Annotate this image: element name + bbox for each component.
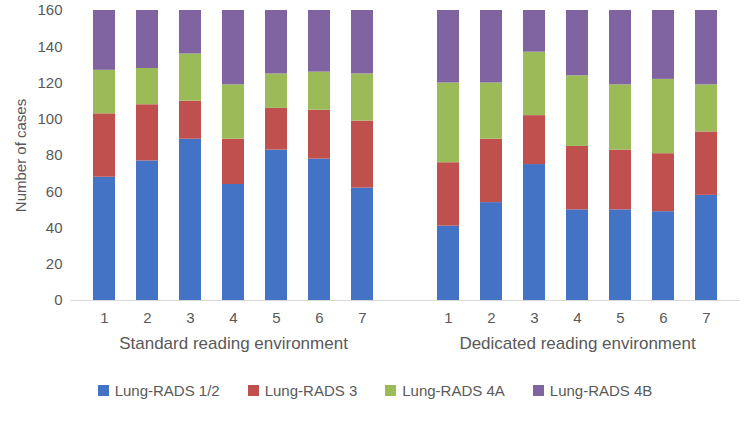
svg-text:5: 5 <box>272 309 280 326</box>
svg-text:160: 160 <box>37 1 62 18</box>
svg-text:5: 5 <box>616 309 624 326</box>
html-text:Lung-RADS 1/2: Lung-RADS 1/2 <box>114 382 220 399</box>
svg-text:20: 20 <box>46 255 63 272</box>
svg-text:1: 1 <box>100 309 108 326</box>
svg-text:7: 7 <box>358 309 366 326</box>
svg-text:6: 6 <box>659 309 667 326</box>
svg-text:6: 6 <box>315 309 323 326</box>
svg-text:2: 2 <box>143 309 151 326</box>
svg-text:2: 2 <box>487 309 495 326</box>
svg-text:Number of cases: Number of cases <box>12 99 29 212</box>
svg-text:4: 4 <box>229 309 237 326</box>
svg-text:100: 100 <box>37 110 62 127</box>
svg-text:7: 7 <box>702 309 710 326</box>
svg-text:3: 3 <box>530 309 538 326</box>
svg-text:80: 80 <box>46 146 63 163</box>
svg-text:4: 4 <box>573 309 581 326</box>
html-text:Lung-RADS 3: Lung-RADS 3 <box>264 382 358 399</box>
svg-text:1: 1 <box>444 309 452 326</box>
svg-text:120: 120 <box>37 74 62 91</box>
svg-text:40: 40 <box>46 219 63 236</box>
svg-text:3: 3 <box>186 309 194 326</box>
svg-text:Standard reading environment: Standard reading environment <box>119 334 348 353</box>
svg-text:Dedicated reading environment: Dedicated reading environment <box>459 334 696 353</box>
svg-text:60: 60 <box>46 183 63 200</box>
svg-text:140: 140 <box>37 38 62 55</box>
html-text:Lung-RADS 4B: Lung-RADS 4B <box>549 382 653 399</box>
html-text:Lung-RADS 4A: Lung-RADS 4A <box>402 382 505 399</box>
svg-text:0: 0 <box>54 291 62 308</box>
